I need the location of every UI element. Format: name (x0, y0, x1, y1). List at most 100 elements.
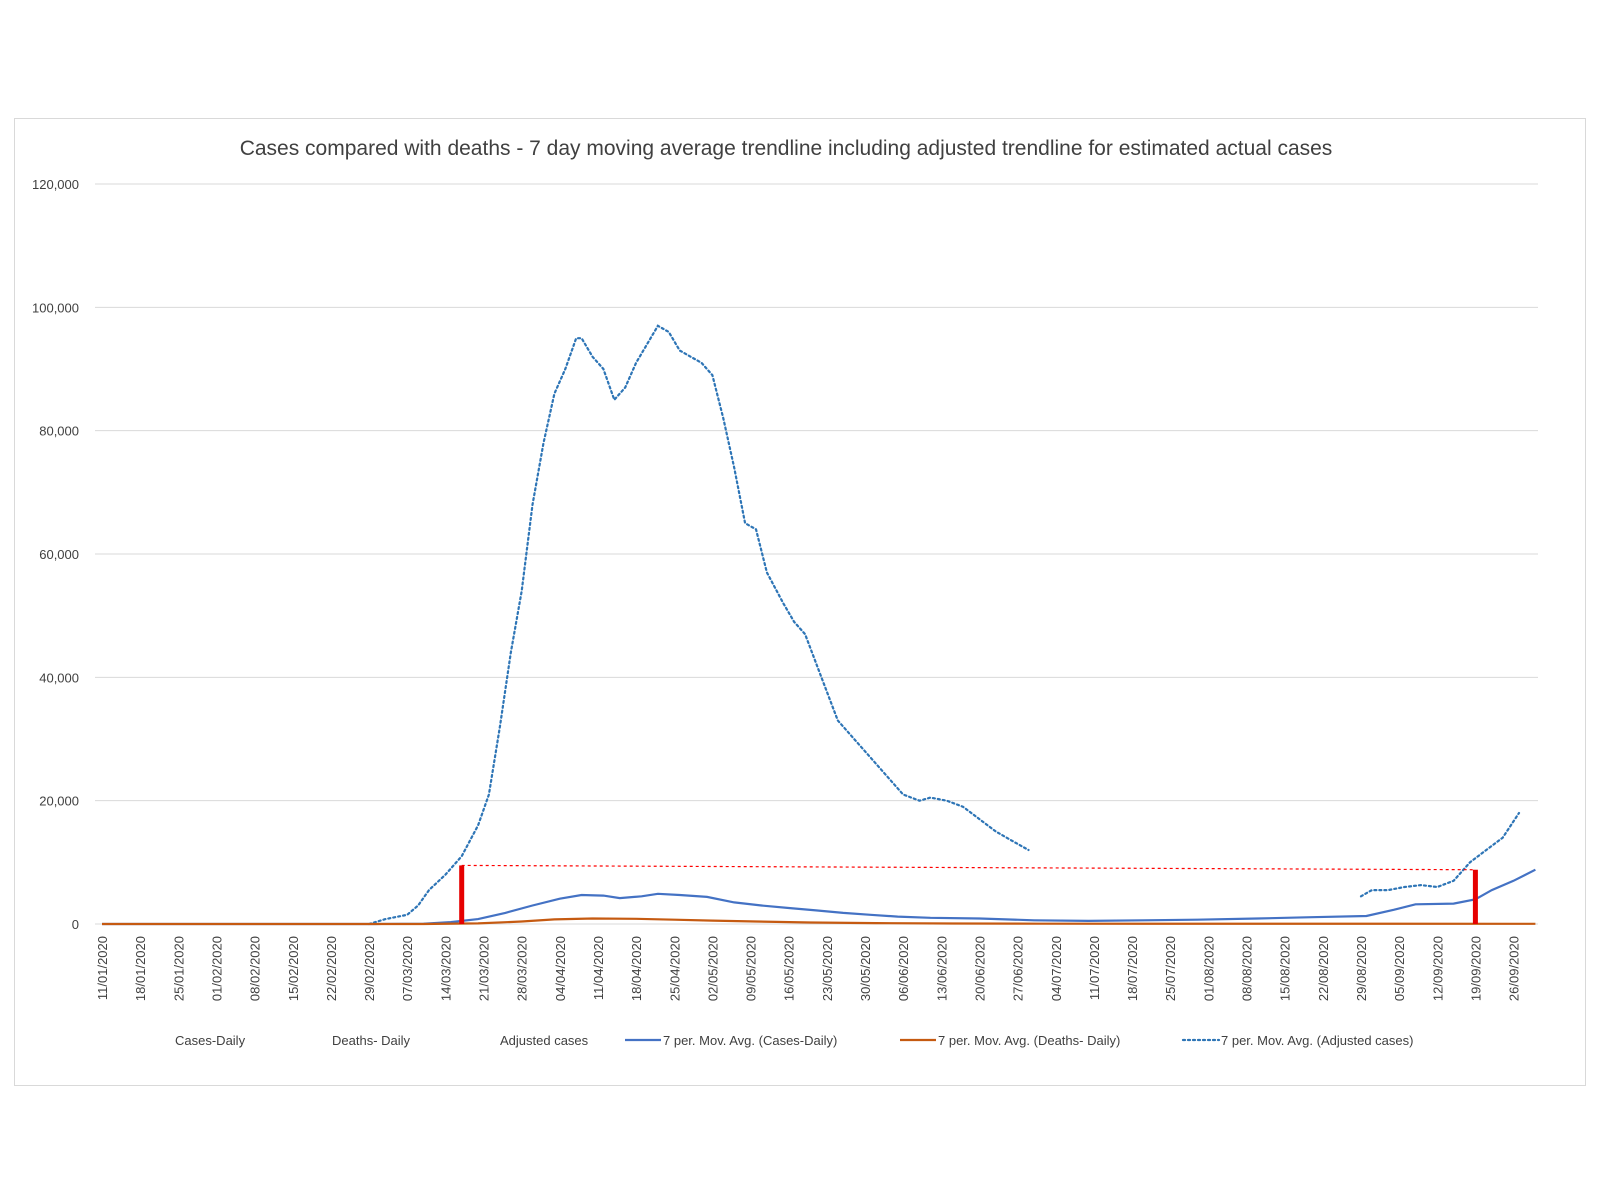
x-tick-label: 07/03/2020 (400, 936, 415, 1001)
x-tick-label: 06/06/2020 (896, 936, 911, 1001)
x-tick-label: 26/09/2020 (1507, 936, 1522, 1001)
x-tick: 19/09/2020 (1468, 936, 1483, 1001)
chart-frame: Cases compared with deaths - 7 day movin… (14, 118, 1586, 1086)
series-layer (102, 324, 1536, 926)
series-line (102, 917, 1536, 926)
x-tick-label: 25/07/2020 (1163, 936, 1178, 1001)
x-tick-label: 19/09/2020 (1468, 936, 1483, 1001)
x-tick: 26/09/2020 (1507, 936, 1522, 1001)
x-tick-label: 01/02/2020 (209, 936, 224, 1001)
x-tick-label: 11/04/2020 (591, 936, 606, 1000)
series-line (102, 868, 1536, 926)
x-tick: 08/02/2020 (248, 936, 263, 1001)
legend-label: Cases-Daily (175, 1033, 246, 1048)
x-tick: 18/07/2020 (1125, 936, 1140, 1001)
x-tick: 11/01/2020 (95, 936, 110, 1000)
legend-label: 7 per. Mov. Avg. (Adjusted cases) (1221, 1033, 1413, 1048)
legend-label: 7 per. Mov. Avg. (Cases-Daily) (663, 1033, 837, 1048)
x-tick: 09/05/2020 (744, 936, 759, 1001)
x-tick-label: 22/08/2020 (1316, 936, 1331, 1001)
x-tick-label: 28/03/2020 (515, 936, 530, 1001)
x-tick-label: 12/09/2020 (1430, 936, 1445, 1001)
chart-svg: Cases compared with deaths - 7 day movin… (32, 137, 1538, 1048)
x-tick-label: 18/07/2020 (1125, 936, 1140, 1001)
series-line (368, 324, 1030, 926)
y-axis-ticks: 0 20,000 40,000 60,000 80,000 100,000 120,000 (32, 177, 79, 932)
x-tick-label: 14/03/2020 (438, 936, 453, 1001)
x-tick-label: 30/05/2020 (858, 936, 873, 1001)
x-tick-label: 08/02/2020 (248, 936, 263, 1001)
red-dashed-line (461, 864, 1476, 871)
x-tick: 05/09/2020 (1392, 936, 1407, 1001)
x-tick: 06/06/2020 (896, 936, 911, 1001)
x-tick-label: 13/06/2020 (934, 936, 949, 1001)
x-tick: 04/07/2020 (1049, 936, 1064, 1001)
x-tick: 22/02/2020 (324, 936, 339, 1001)
y-tick-label: 20,000 (39, 794, 79, 809)
x-tick: 11/07/2020 (1087, 936, 1102, 1000)
x-tick: 14/03/2020 (438, 936, 453, 1001)
x-tick: 29/02/2020 (362, 936, 377, 1001)
red-bar (1472, 869, 1478, 924)
x-tick-label: 29/02/2020 (362, 936, 377, 1001)
x-tick: 01/02/2020 (209, 936, 224, 1001)
x-tick-label: 15/08/2020 (1278, 936, 1293, 1001)
x-tick: 12/09/2020 (1430, 936, 1445, 1001)
x-tick-label: 15/02/2020 (286, 936, 301, 1001)
x-tick: 20/06/2020 (972, 936, 987, 1001)
x-tick: 18/04/2020 (629, 936, 644, 1001)
x-tick-label: 18/04/2020 (629, 936, 644, 1001)
x-tick: 11/04/2020 (591, 936, 606, 1000)
x-tick: 01/08/2020 (1201, 936, 1216, 1001)
x-tick: 08/08/2020 (1240, 936, 1255, 1001)
y-tick-label: 120,000 (32, 177, 79, 192)
x-tick: 23/05/2020 (820, 936, 835, 1001)
series-line (1359, 811, 1521, 898)
x-tick-label: 02/05/2020 (705, 936, 720, 1001)
x-tick-label: 16/05/2020 (782, 936, 797, 1001)
y-tick-label: 100,000 (32, 300, 79, 315)
x-tick-label: 23/05/2020 (820, 936, 835, 1001)
x-tick: 25/04/2020 (667, 936, 682, 1001)
chart-title: Cases compared with deaths - 7 day movin… (240, 137, 1333, 160)
x-tick: 28/03/2020 (515, 936, 530, 1001)
x-axis-ticks: 11/01/2020 18/01/2020 25/01/2020 01/02/2020… (95, 936, 1522, 1001)
x-tick: 13/06/2020 (934, 936, 949, 1001)
annotation-layer (459, 864, 1478, 924)
red-bar (459, 865, 465, 924)
x-tick: 25/01/2020 (171, 936, 186, 1001)
gridlines (95, 183, 1538, 925)
x-tick-label: 09/05/2020 (744, 936, 759, 1001)
x-tick-label: 20/06/2020 (972, 936, 987, 1001)
x-tick: 29/08/2020 (1354, 936, 1369, 1001)
legend-label: Adjusted cases (500, 1033, 589, 1048)
x-tick: 15/02/2020 (286, 936, 301, 1001)
legend-label: Deaths- Daily (332, 1033, 411, 1048)
x-tick-label: 25/04/2020 (667, 936, 682, 1001)
x-tick-label: 08/08/2020 (1240, 936, 1255, 1001)
x-tick-label: 18/01/2020 (133, 936, 148, 1001)
x-tick-label: 11/07/2020 (1087, 936, 1102, 1000)
x-tick-label: 04/04/2020 (553, 936, 568, 1001)
x-tick-label: 27/06/2020 (1011, 936, 1026, 1001)
x-tick: 16/05/2020 (782, 936, 797, 1001)
x-tick: 21/03/2020 (477, 936, 492, 1001)
x-tick: 27/06/2020 (1011, 936, 1026, 1001)
x-tick-label: 05/09/2020 (1392, 936, 1407, 1001)
x-tick-label: 01/08/2020 (1201, 936, 1216, 1001)
x-tick: 22/08/2020 (1316, 936, 1331, 1001)
y-tick-label: 80,000 (39, 424, 79, 439)
x-tick: 18/01/2020 (133, 936, 148, 1001)
x-tick-label: 22/02/2020 (324, 936, 339, 1001)
y-tick-label: 40,000 (39, 670, 79, 685)
y-tick-label: 60,000 (39, 547, 79, 562)
x-tick-label: 04/07/2020 (1049, 936, 1064, 1001)
x-tick: 07/03/2020 (400, 936, 415, 1001)
x-tick-label: 11/01/2020 (95, 936, 110, 1000)
legend-label: 7 per. Mov. Avg. (Deaths- Daily) (938, 1033, 1120, 1048)
x-tick: 25/07/2020 (1163, 936, 1178, 1001)
x-tick: 30/05/2020 (858, 936, 873, 1001)
x-tick-label: 29/08/2020 (1354, 936, 1369, 1001)
x-tick-label: 25/01/2020 (171, 936, 186, 1001)
y-tick-label: 0 (72, 917, 79, 932)
